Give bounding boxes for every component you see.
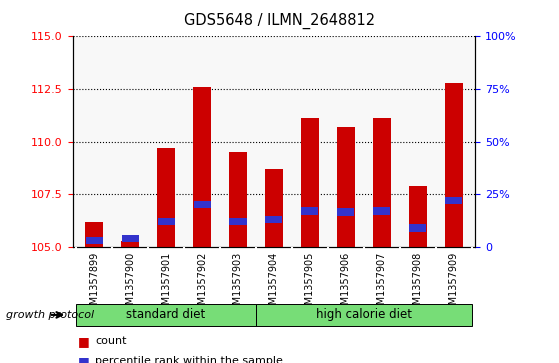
Text: GSM1357904: GSM1357904: [269, 251, 279, 317]
Text: count: count: [95, 336, 126, 346]
Text: GSM1357905: GSM1357905: [305, 251, 315, 317]
Bar: [85, 221, 103, 247]
Bar: [266, 216, 282, 223]
Bar: [337, 208, 354, 216]
Text: percentile rank within the sample: percentile rank within the sample: [95, 356, 283, 363]
Bar: [409, 224, 426, 232]
Text: GSM1357908: GSM1357908: [413, 251, 423, 317]
Text: standard diet: standard diet: [126, 308, 206, 321]
Text: GSM1357903: GSM1357903: [233, 251, 243, 317]
Text: GSM1357909: GSM1357909: [448, 251, 458, 317]
Bar: [409, 186, 427, 247]
Bar: [373, 118, 391, 247]
Text: GSM1357907: GSM1357907: [377, 251, 387, 317]
Bar: [337, 127, 355, 247]
Text: ■: ■: [78, 355, 90, 363]
Bar: [444, 83, 463, 247]
Text: GSM1357906: GSM1357906: [341, 251, 351, 317]
Bar: [86, 237, 103, 244]
Bar: [121, 241, 139, 247]
Bar: [229, 152, 247, 247]
Bar: [122, 235, 139, 242]
Text: GSM1357900: GSM1357900: [125, 251, 135, 317]
Bar: [158, 218, 174, 225]
Text: GSM1357901: GSM1357901: [161, 251, 171, 317]
Text: ■: ■: [78, 335, 90, 348]
Text: GSM1357902: GSM1357902: [197, 251, 207, 317]
Bar: [265, 169, 283, 247]
Bar: [193, 87, 211, 247]
Bar: [157, 148, 175, 247]
Text: GSM1357899: GSM1357899: [89, 251, 100, 317]
Bar: [373, 207, 390, 215]
Bar: [229, 218, 247, 225]
Text: GDS5648 / ILMN_2648812: GDS5648 / ILMN_2648812: [184, 13, 375, 29]
Text: growth protocol: growth protocol: [6, 310, 94, 320]
Bar: [76, 304, 256, 326]
Text: high calorie diet: high calorie diet: [316, 308, 412, 321]
Bar: [193, 201, 211, 208]
Bar: [301, 207, 319, 215]
Bar: [445, 197, 462, 204]
Bar: [256, 304, 472, 326]
Bar: [301, 118, 319, 247]
